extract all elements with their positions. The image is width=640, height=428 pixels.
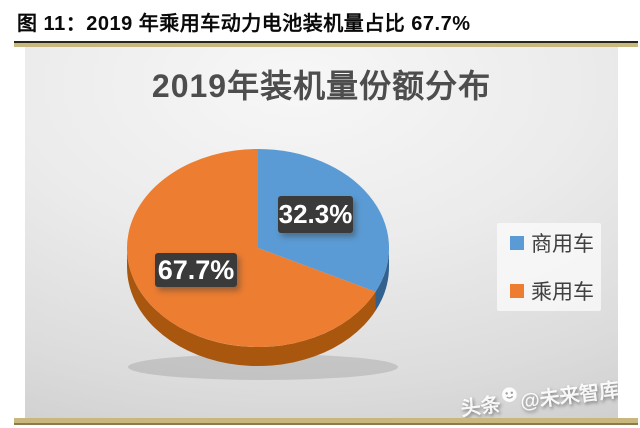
legend-swatch-passenger	[510, 284, 524, 298]
pie-side-1	[126, 248, 376, 367]
chart-title: 2019年装机量份额分布	[151, 68, 492, 104]
figure-caption: 图 11：2019 年乘用车动力电池装机量占比 67.7%	[17, 13, 471, 35]
data-label-commercial: 32.3%	[278, 196, 353, 233]
legend-item-commercial: 商用车	[510, 228, 601, 258]
divider-tan-line	[14, 43, 638, 47]
bottom-tan-line	[14, 418, 638, 423]
legend-item-passenger: 乘用车	[510, 276, 601, 306]
legend-swatch-commercial	[510, 236, 524, 250]
data-label-passenger: 67.7%	[155, 253, 237, 287]
watermark: 头条 @未来智库	[459, 373, 618, 418]
legend-label-commercial: 商用车	[531, 233, 594, 256]
watermark-prefix: 头条	[460, 393, 503, 418]
bottom-dark-line	[14, 423, 638, 425]
pie-slice-1	[127, 149, 376, 347]
caption-divider	[14, 41, 638, 47]
bottom-border	[14, 418, 638, 425]
divider-dark-line	[14, 41, 638, 43]
toutiao-face-icon	[501, 385, 519, 403]
pie-shadow	[128, 354, 398, 380]
legend: 商用车 乘用车	[497, 223, 601, 311]
chart-area: 2019年装机量份额分布 32.3% 67.7% 商用车 乘用车 头条 @未来智…	[25, 47, 618, 418]
legend-label-passenger: 乘用车	[531, 281, 594, 304]
